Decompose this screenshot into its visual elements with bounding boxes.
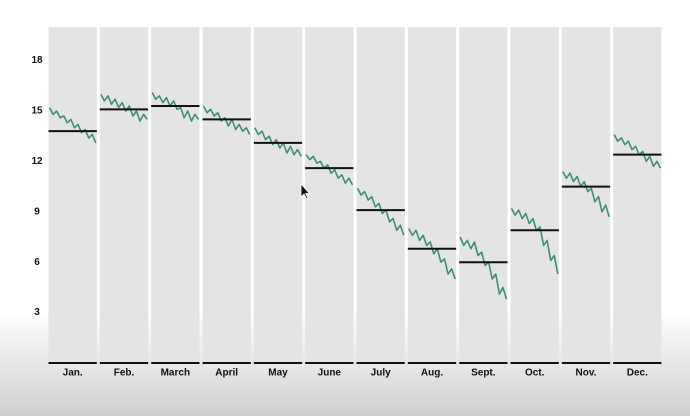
series-line <box>356 187 405 236</box>
series-line <box>510 208 559 275</box>
month-panel <box>48 27 97 363</box>
month-panel <box>99 27 149 363</box>
x-tick-label: April <box>215 368 238 379</box>
x-tick-label: Dec. <box>627 368 648 379</box>
x-tick-label: May <box>268 368 288 379</box>
x-tick-label: Nov. <box>576 368 597 379</box>
y-tick-label: 18 <box>31 55 43 66</box>
y-tick-label: 3 <box>34 307 40 318</box>
month-panel <box>510 27 559 363</box>
x-tick-label: Jan. <box>63 368 83 379</box>
month-panel <box>305 27 354 363</box>
y-tick-label: 6 <box>34 257 40 268</box>
series-line <box>202 105 251 135</box>
month-panel <box>561 27 611 363</box>
x-tick-label: Sept. <box>471 368 496 379</box>
panels <box>48 27 662 363</box>
series-line <box>48 107 97 144</box>
month-panel <box>459 27 508 363</box>
y-tick-label: 12 <box>31 156 43 167</box>
x-tick-label: March <box>161 368 190 379</box>
series-line <box>613 134 662 169</box>
month-panel <box>253 27 303 363</box>
plot: 3 6 9 12 15 18 Jan. Feb. March April May June July Au… <box>31 55 662 379</box>
y-tick-label: 15 <box>31 106 43 117</box>
y-tick-label: 9 <box>34 206 40 217</box>
mouse-cursor <box>300 182 311 200</box>
month-panel <box>407 27 457 363</box>
month-panel <box>151 27 200 363</box>
series-line <box>100 93 148 122</box>
x-tick-label: June <box>318 368 342 379</box>
month-panel <box>613 27 662 363</box>
x-tick-label: Oct. <box>525 368 545 379</box>
x-tick-label: July <box>371 368 391 379</box>
series-line <box>459 236 508 300</box>
month-panel <box>356 27 405 363</box>
x-tick-label: Aug. <box>421 368 443 379</box>
x-tick-label: Feb. <box>114 368 135 379</box>
month-panel <box>202 27 251 363</box>
